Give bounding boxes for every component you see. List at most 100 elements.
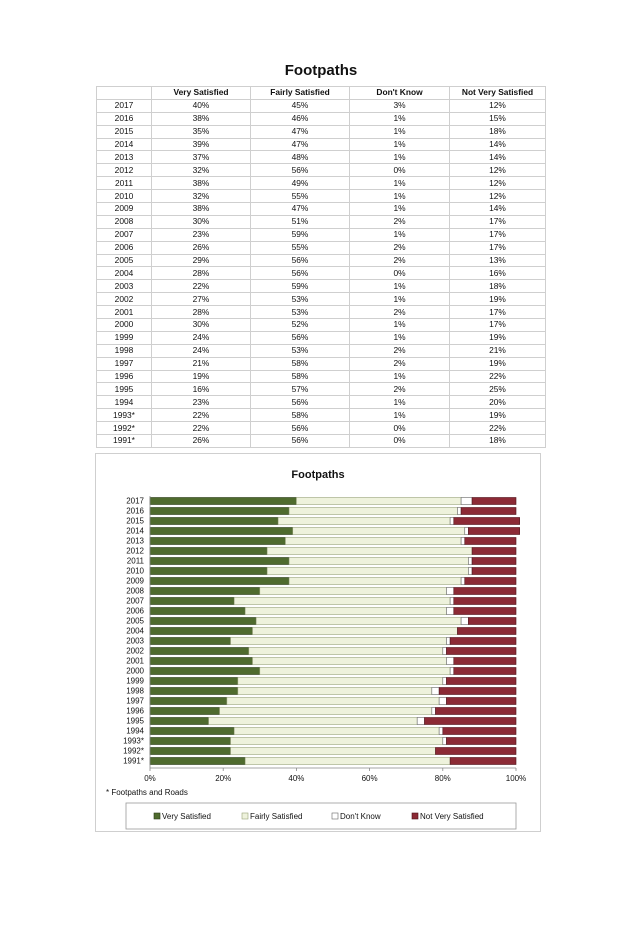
bar-segment-don-t-know bbox=[446, 657, 455, 665]
bar-segment-very-satisfied bbox=[149, 657, 253, 665]
table-cell-year: 2006 bbox=[96, 240, 152, 255]
table-cell-value: 52% bbox=[250, 318, 350, 332]
table-cell-value: 16% bbox=[449, 266, 546, 281]
table-cell-value: 1% bbox=[349, 227, 450, 242]
table-cell-value: 17% bbox=[449, 305, 546, 320]
column-header: Fairly Satisfied bbox=[250, 86, 350, 100]
category-label: 2013 bbox=[126, 537, 144, 546]
table-cell-year: 1993* bbox=[96, 408, 152, 423]
table-cell-value: 20% bbox=[449, 395, 546, 410]
table-cell-year: 2003 bbox=[96, 279, 152, 294]
bar-segment-don-t-know bbox=[449, 517, 455, 525]
bar-segment-fairly-satisfied bbox=[259, 587, 447, 595]
table-cell-value: 22% bbox=[151, 421, 251, 436]
bar-segment-very-satisfied bbox=[149, 527, 294, 535]
category-label: 1994 bbox=[126, 727, 144, 736]
table-cell-year: 2000 bbox=[96, 318, 152, 332]
category-label: 2007 bbox=[126, 597, 144, 606]
bar-segment-fairly-satisfied bbox=[208, 717, 418, 725]
bar-segment-not-very-satisfied bbox=[471, 557, 517, 565]
bar-segment-don-t-know bbox=[442, 677, 447, 685]
bar-segment-not-very-satisfied bbox=[468, 617, 517, 625]
table-cell-value: 30% bbox=[151, 214, 251, 229]
table-row: 1995 16% 57% 2% 25% bbox=[96, 382, 546, 397]
bar-segment-fairly-satisfied bbox=[266, 547, 473, 555]
table-cell-value: 18% bbox=[449, 124, 546, 139]
table-cell-value: 2% bbox=[349, 343, 450, 358]
table-cell-value: 14% bbox=[449, 202, 546, 216]
category-label: 1997 bbox=[126, 697, 144, 706]
table-cell-value: 58% bbox=[250, 356, 350, 371]
table-row: 1993* 22% 58% 1% 19% bbox=[96, 408, 546, 423]
table-row: 1994 23% 56% 1% 20% bbox=[96, 395, 546, 410]
table-cell-value: 12% bbox=[449, 98, 546, 113]
category-label: 2016 bbox=[126, 507, 144, 516]
table-cell-value: 29% bbox=[151, 253, 251, 268]
table-cell-year: 2010 bbox=[96, 189, 152, 204]
table-cell-year: 2008 bbox=[96, 214, 152, 229]
bar-segment-very-satisfied bbox=[149, 517, 279, 525]
category-label: 2002 bbox=[126, 647, 144, 656]
bar-segment-very-satisfied bbox=[149, 547, 268, 555]
table-cell-value: 25% bbox=[449, 382, 546, 397]
table-cell-value: 14% bbox=[449, 150, 546, 165]
table-cell-value: 56% bbox=[250, 266, 350, 281]
category-label: 1998 bbox=[126, 687, 144, 696]
bar-segment-don-t-know bbox=[442, 647, 447, 655]
table-row: 2000 30% 52% 1% 17% bbox=[96, 318, 546, 332]
table-cell-value: 55% bbox=[250, 189, 350, 204]
table-row: 2008 30% 51% 2% 17% bbox=[96, 214, 546, 229]
table-cell-value: 57% bbox=[250, 382, 350, 397]
bar-segment-fairly-satisfied bbox=[266, 567, 469, 575]
table-cell-value: 32% bbox=[151, 163, 251, 178]
column-header: Don't Know bbox=[349, 86, 450, 100]
category-label: 2010 bbox=[126, 567, 144, 576]
bar-segment-fairly-satisfied bbox=[244, 607, 447, 615]
bar-segment-don-t-know bbox=[431, 707, 436, 715]
bar-segment-don-t-know bbox=[468, 557, 473, 565]
bar-segment-fairly-satisfied bbox=[252, 657, 447, 665]
table-cell-year: 1999 bbox=[96, 330, 152, 345]
bar-segment-very-satisfied bbox=[149, 577, 290, 585]
bar-segment-fairly-satisfied bbox=[230, 737, 444, 745]
bar-segment-fairly-satisfied bbox=[248, 647, 444, 655]
bar-segment-not-very-satisfied bbox=[464, 537, 517, 545]
bar-segment-don-t-know bbox=[449, 597, 455, 605]
table-cell-value: 0% bbox=[349, 434, 450, 448]
table-cell-year: 2001 bbox=[96, 305, 152, 320]
table-cell-value: 2% bbox=[349, 356, 450, 371]
table-cell-year: 2014 bbox=[96, 137, 152, 152]
table-cell-value: 19% bbox=[449, 292, 546, 307]
bar-segment-fairly-satisfied bbox=[288, 557, 469, 565]
category-label: 2012 bbox=[126, 547, 144, 556]
table-cell-year: 2012 bbox=[96, 163, 152, 178]
legend-box bbox=[125, 802, 517, 830]
table-cell-value: 12% bbox=[449, 163, 546, 178]
bar-segment-very-satisfied bbox=[149, 537, 286, 545]
table-cell-value: 39% bbox=[151, 137, 251, 152]
table-cell-value: 58% bbox=[250, 369, 350, 384]
table-cell-value: 17% bbox=[449, 318, 546, 332]
table-cell-value: 53% bbox=[250, 343, 350, 358]
table-row: 2012 32% 56% 0% 12% bbox=[96, 163, 546, 178]
bar-segment-not-very-satisfied bbox=[449, 637, 517, 645]
bar-segment-very-satisfied bbox=[149, 587, 261, 595]
table-cell-value: 23% bbox=[151, 227, 251, 242]
bar-segment-not-very-satisfied bbox=[453, 597, 517, 605]
bar-segment-fairly-satisfied bbox=[237, 677, 444, 685]
table-cell-value: 19% bbox=[449, 408, 546, 423]
table-cell-year: 1995 bbox=[96, 382, 152, 397]
table-cell-value: 22% bbox=[151, 408, 251, 423]
table-cell-value: 53% bbox=[250, 292, 350, 307]
table-cell-value: 46% bbox=[250, 111, 350, 126]
bar-segment-not-very-satisfied bbox=[442, 727, 517, 735]
bar-segment-not-very-satisfied bbox=[453, 657, 517, 665]
column-header: Very Satisfied bbox=[151, 86, 251, 100]
x-tick-label: 20% bbox=[215, 774, 231, 783]
table-cell-value: 3% bbox=[349, 98, 450, 113]
table-row: 1998 24% 53% 2% 21% bbox=[96, 343, 546, 358]
legend-label: Don't Know bbox=[340, 812, 381, 821]
table-cell-value: 24% bbox=[151, 330, 251, 345]
bar-segment-not-very-satisfied bbox=[449, 757, 517, 765]
category-label: 2011 bbox=[127, 557, 145, 566]
